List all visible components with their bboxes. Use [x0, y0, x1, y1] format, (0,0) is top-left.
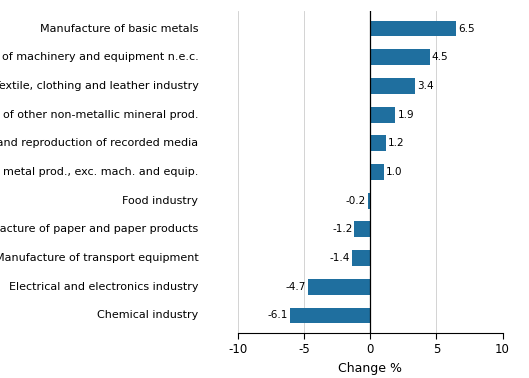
Text: -6.1: -6.1	[267, 310, 288, 321]
Bar	[352, 250, 370, 266]
Text: Manufacture of basic metals: Manufacture of basic metals	[40, 23, 198, 34]
Text: 6.5: 6.5	[458, 23, 475, 34]
Text: Manufacture of other non-metallic mineral prod.: Manufacture of other non-metallic minera…	[0, 110, 198, 119]
X-axis label: Change %: Change %	[339, 362, 402, 375]
Text: -4.7: -4.7	[286, 282, 306, 292]
Bar	[370, 21, 456, 36]
Text: Manufacture of machinery and equipment n.e.c.: Manufacture of machinery and equipment n…	[0, 52, 198, 62]
Text: 1.2: 1.2	[388, 138, 405, 148]
Text: 1.9: 1.9	[397, 110, 414, 119]
Bar	[370, 107, 395, 122]
Text: Printing and reproduction of recorded media: Printing and reproduction of recorded me…	[0, 138, 198, 148]
Bar	[354, 222, 370, 237]
Text: -1.2: -1.2	[332, 225, 352, 234]
Text: Chemical industry: Chemical industry	[97, 310, 198, 321]
Text: -0.2: -0.2	[345, 196, 366, 206]
Bar	[368, 193, 370, 209]
Text: Manuf. of fabr. metal prod., exc. mach. and equip.: Manuf. of fabr. metal prod., exc. mach. …	[0, 167, 198, 177]
Bar	[370, 164, 384, 180]
Text: -1.4: -1.4	[330, 253, 350, 263]
Text: Food industry: Food industry	[122, 196, 198, 206]
Bar	[289, 308, 370, 323]
Bar	[370, 78, 415, 94]
Text: 3.4: 3.4	[417, 81, 434, 91]
Text: Manufacture of transport equipment: Manufacture of transport equipment	[0, 253, 198, 263]
Text: Electrical and electronics industry: Electrical and electronics industry	[9, 282, 198, 292]
Text: Manufacture of paper and paper products: Manufacture of paper and paper products	[0, 225, 198, 234]
Bar	[308, 279, 370, 294]
Bar	[370, 135, 386, 151]
Text: 1.0: 1.0	[386, 167, 402, 177]
Bar	[370, 50, 430, 65]
Text: Textile, clothing and leather industry: Textile, clothing and leather industry	[0, 81, 198, 91]
Text: 4.5: 4.5	[432, 52, 449, 62]
